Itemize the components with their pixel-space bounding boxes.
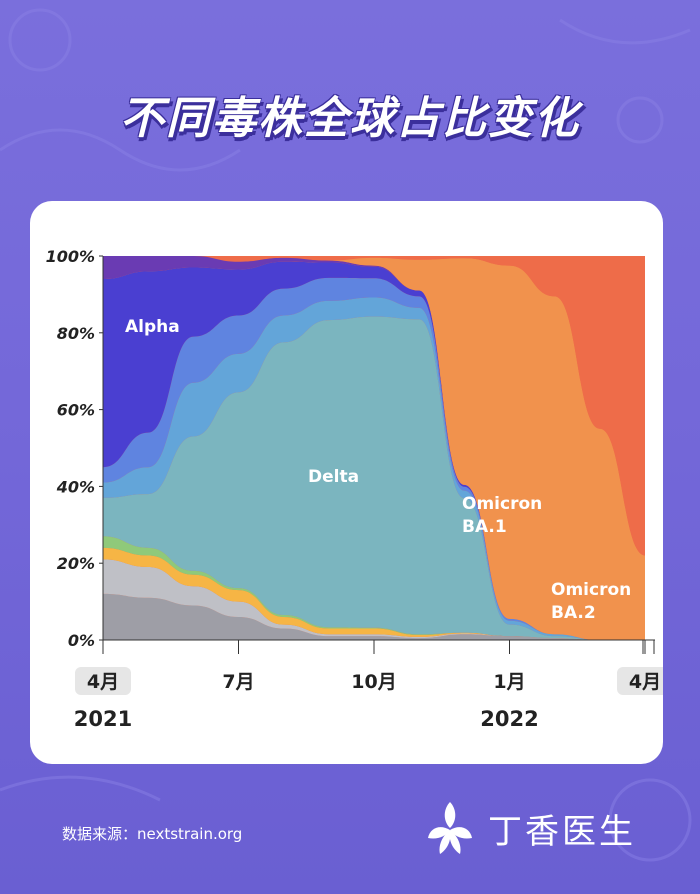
y-tick-label: 60% [57, 401, 95, 420]
data-source: 数据来源：nextstrain.org [62, 825, 243, 843]
chart-axes: 0% 20% 40% 60% 80% 100% 4月 7月 10月 1月 4月 2021 2022 [46, 247, 663, 731]
area-label-omicron-ba2-line1: Omicron [551, 580, 631, 600]
area-series-variant-5 [103, 297, 645, 640]
y-tick-label: 40% [56, 477, 95, 496]
x-tick-label: 4月 [87, 671, 119, 693]
clove-flower-icon [428, 802, 472, 854]
x-tick-label: 1月 [493, 671, 525, 693]
area-series-delta [103, 316, 645, 640]
area-series-omicron-ba-2 [103, 256, 645, 556]
area-label-delta: Delta [308, 467, 359, 487]
area-label-omicron-ba1-line1: Omicron [462, 494, 542, 514]
area-series-alpha [103, 261, 645, 640]
page-title: 不同毒株全球占比变化 [120, 93, 580, 144]
brand-name: 丁香医生 [488, 811, 636, 852]
y-tick-label: 100% [46, 247, 95, 266]
area-label-omicron-ba2-line2: BA.2 [551, 603, 596, 623]
y-tick-label: 80% [57, 324, 95, 343]
x-tick-label: 4月 [629, 671, 661, 693]
area-series-variant-0 [103, 593, 645, 640]
x-tick-highlight [617, 667, 663, 695]
y-tick-label: 20% [57, 554, 95, 573]
area-series-variant-2 [103, 547, 645, 640]
stacked-area-chart: 0% 20% 40% 60% 80% 100% 4月 7月 10月 1月 4月 2021 2022 Al… [46, 247, 663, 731]
area-label-alpha: Alpha [125, 317, 180, 337]
area-series-variant-1 [103, 559, 645, 640]
area-series-omicron-ba-1 [103, 256, 645, 640]
chart-card: 0% 20% 40% 60% 80% 100% 4月 7月 10月 1月 4月 2021 2022 Al… [30, 201, 663, 764]
area-label-omicron-ba1-line2: BA.1 [462, 517, 507, 537]
chart-labels: Alpha Delta Omicron BA.1 Omicron BA.2 [125, 317, 631, 623]
x-tick-label: 10月 [351, 671, 396, 693]
chart-areas [103, 256, 645, 640]
x-tick-highlight [75, 667, 131, 695]
x-year-label: 2021 [74, 707, 132, 731]
x-tick-label: 7月 [222, 671, 254, 693]
x-year-label: 2022 [480, 707, 538, 731]
y-tick-label: 0% [68, 631, 95, 650]
brand-logo: 丁香医生 [422, 798, 636, 858]
